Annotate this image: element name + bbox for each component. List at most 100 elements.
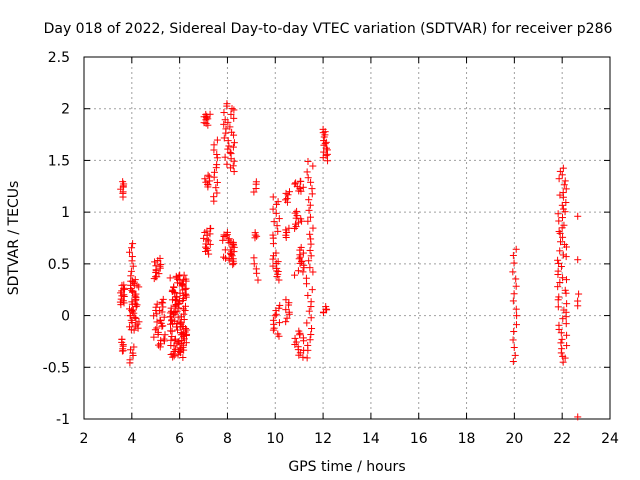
data-point [299, 353, 307, 361]
data-point [512, 321, 520, 329]
data-point [251, 229, 259, 237]
data-point [574, 297, 582, 305]
data-point [554, 210, 562, 218]
data-point [272, 249, 280, 257]
data-point [182, 291, 190, 299]
data-point [292, 338, 300, 346]
x-tick-label: 4 [127, 431, 136, 447]
data-point [561, 241, 569, 249]
data-point [230, 139, 238, 147]
data-point [560, 306, 568, 314]
data-point [293, 207, 301, 215]
data-point [135, 283, 143, 291]
data-point [273, 222, 281, 230]
data-point [306, 264, 314, 272]
data-point [283, 314, 291, 322]
data-point [213, 136, 221, 144]
data-point [153, 310, 161, 318]
data-point [229, 162, 237, 170]
data-point [250, 260, 258, 268]
data-point [167, 304, 175, 312]
x-tick-label: 2 [80, 431, 89, 447]
data-point [309, 162, 317, 170]
data-point [509, 251, 517, 259]
data-point [204, 171, 212, 179]
x-tick-label: 18 [458, 431, 476, 447]
y-tick-label: 2.5 [48, 50, 70, 66]
data-point [294, 267, 302, 275]
data-point [305, 257, 313, 265]
data-point [120, 281, 128, 289]
data-point [213, 178, 221, 186]
data-point [562, 289, 570, 297]
data-point [220, 253, 228, 261]
data-point [227, 150, 235, 158]
y-tick-label: -1 [56, 412, 70, 428]
data-point [283, 195, 291, 203]
data-point [319, 125, 327, 133]
data-point [271, 312, 279, 320]
data-point [556, 247, 564, 255]
data-point [166, 274, 174, 282]
data-point [153, 300, 161, 308]
data-point [182, 339, 190, 347]
data-point [171, 317, 179, 325]
x-tick-label: 12 [314, 431, 332, 447]
data-point [224, 145, 232, 153]
data-point [306, 246, 314, 254]
data-point [204, 121, 212, 129]
data-point [559, 251, 567, 259]
data-point [153, 324, 161, 332]
data-point [221, 116, 229, 124]
data-point [220, 109, 228, 117]
data-point [229, 238, 237, 246]
data-point [220, 134, 228, 142]
data-point [299, 183, 307, 191]
data-point [225, 235, 233, 243]
data-point [282, 189, 290, 197]
data-point [282, 318, 290, 326]
data-point [171, 345, 179, 353]
data-point [202, 178, 210, 186]
data-point [157, 260, 165, 268]
data-point [130, 343, 138, 351]
data-point [300, 261, 308, 269]
data-point [510, 344, 518, 352]
data-point [210, 168, 218, 176]
data-point [172, 335, 180, 343]
x-tick-label: 14 [362, 431, 380, 447]
data-point [127, 326, 135, 334]
data-point [158, 298, 166, 306]
data-point [230, 114, 238, 122]
data-point [558, 345, 566, 353]
data-point [223, 100, 231, 108]
data-point [252, 178, 260, 186]
data-point [150, 333, 158, 341]
data-point [204, 237, 212, 245]
data-point [221, 246, 229, 254]
data-point [555, 175, 563, 183]
data-point [250, 188, 258, 196]
data-point [554, 296, 562, 304]
data-point [128, 253, 136, 261]
data-point [561, 177, 569, 185]
data-point [269, 316, 277, 324]
data-point [166, 309, 174, 317]
y-axis-label: SDTVAR / TECUs [6, 181, 22, 296]
data-point [275, 319, 283, 327]
data-point [131, 276, 139, 284]
data-point [269, 205, 277, 213]
data-point [575, 290, 583, 298]
data-point [294, 219, 302, 227]
chart-title: Day 018 of 2022, Sidereal Day-to-day VTE… [44, 21, 613, 37]
data-point [308, 185, 316, 193]
data-point [512, 305, 520, 313]
data-point [229, 255, 237, 263]
data-point [157, 336, 165, 344]
data-point [230, 168, 238, 176]
data-point [269, 193, 277, 201]
data-point [156, 316, 164, 324]
data-point [272, 209, 280, 217]
data-point [223, 228, 231, 236]
